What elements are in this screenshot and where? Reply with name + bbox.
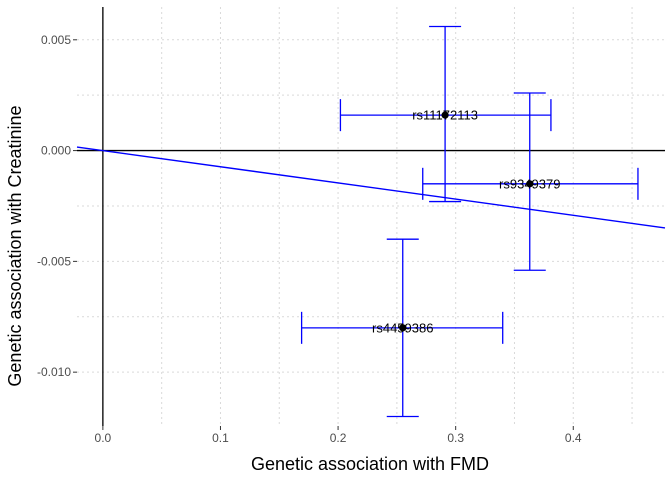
reference-lines [77, 7, 665, 426]
fit-line [76, 146, 666, 229]
x-axis-title: Genetic association with FMD [251, 454, 489, 474]
y-tick-label: -0.005 [37, 254, 71, 268]
x-tick-label: 0.4 [565, 431, 582, 445]
grid [77, 7, 665, 426]
data-point [526, 180, 534, 188]
y-tick-label: 0.005 [41, 33, 71, 47]
point-label: rs4459386 [372, 320, 433, 335]
data-point [441, 111, 449, 119]
x-tick-label: 0.3 [447, 431, 464, 445]
fit-line-layer [76, 146, 666, 229]
y-axis-ticks: 0.005 0.000 -0.005 -0.010 [37, 33, 77, 379]
point-label: rs9349379 [499, 176, 560, 191]
data-point [399, 324, 407, 332]
data-points [399, 111, 534, 332]
x-axis-ticks: 0.0 0.1 0.2 0.3 0.4 [95, 426, 582, 445]
x-tick-label: 0.0 [95, 431, 112, 445]
error-bars [300, 25, 639, 418]
y-axis-title: Genetic association with Creatinine [5, 105, 25, 386]
x-tick-label: 0.1 [212, 431, 229, 445]
x-tick-label: 0.2 [330, 431, 347, 445]
point-labels: rs11172113 rs9349379 rs4459386 [372, 108, 560, 336]
y-tick-label: 0.000 [41, 144, 71, 158]
y-tick-label: -0.010 [37, 365, 71, 379]
point-label: rs11172113 [412, 108, 478, 123]
